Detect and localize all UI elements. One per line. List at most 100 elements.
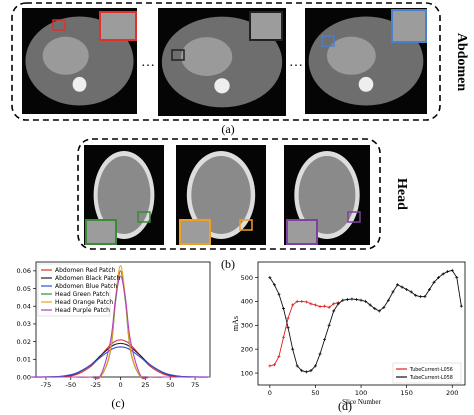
point-marker: [332, 309, 336, 313]
point-marker: [300, 299, 304, 303]
point-marker: [345, 297, 349, 301]
y-tick-label: 400: [241, 298, 253, 306]
point-marker: [455, 276, 459, 280]
panel-label: (b): [221, 257, 235, 271]
ct-brain: [191, 156, 251, 234]
point-marker: [304, 370, 308, 374]
legend-label: TubeCurrent-L058: [409, 375, 453, 381]
point-marker: [304, 300, 308, 304]
abdomen-box: [11, 2, 441, 121]
legend-box: [37, 263, 111, 317]
point-marker: [350, 297, 354, 301]
series-line: [31, 339, 211, 378]
roi-box: [52, 19, 66, 31]
x-tick-label: 150: [400, 389, 412, 397]
y-tick-label: 0.00: [17, 373, 31, 381]
zoom-patch: [286, 219, 318, 245]
x-tick-label: 50: [166, 381, 174, 389]
x-tick-label: 75: [191, 381, 199, 389]
point-marker: [332, 302, 336, 306]
y-tick-label: 0.04: [17, 303, 31, 311]
y-tick-label: 500: [241, 274, 253, 282]
point-marker: [272, 283, 276, 287]
y-tick-label: 200: [241, 345, 253, 353]
x-tick-label: -25: [90, 381, 101, 389]
point-marker: [409, 290, 413, 294]
roi-box: [137, 211, 151, 223]
legend-box: [392, 362, 462, 384]
zoom-patch: [391, 9, 427, 43]
ct-spine: [72, 76, 87, 92]
legend-label: Head Purple Patch: [55, 307, 110, 314]
point-marker: [336, 302, 340, 306]
point-marker: [405, 287, 409, 291]
y-tick-label: 100: [241, 369, 253, 377]
point-marker: [364, 299, 368, 303]
point-marker: [268, 364, 272, 368]
panel-label: (a): [221, 122, 234, 136]
roi-box: [321, 35, 335, 47]
point-marker: [459, 304, 463, 308]
point-marker: [359, 298, 363, 302]
side-label: Abdomen: [454, 33, 469, 92]
point-marker: [323, 304, 327, 308]
legend-label: Head Green Patch: [55, 291, 109, 298]
zoom-patch: [99, 11, 137, 41]
y-tick-label: 0.01: [17, 356, 31, 364]
ct-brain: [97, 156, 151, 234]
ellipsis: …: [141, 55, 155, 70]
point-marker: [368, 303, 372, 307]
x-tick-label: 100: [355, 389, 367, 397]
y-tick-label: 0.02: [17, 338, 31, 346]
ellipsis: …: [289, 55, 303, 70]
point-marker: [432, 280, 436, 284]
point-marker: [272, 363, 276, 367]
point-marker: [323, 338, 327, 342]
series-line: [31, 275, 210, 379]
y-axis-label: mAs: [231, 316, 240, 331]
point-marker: [277, 354, 281, 358]
point-marker: [373, 307, 377, 311]
x-tick-label: 0: [118, 381, 122, 389]
point-marker: [441, 272, 445, 276]
point-marker: [427, 287, 431, 291]
point-marker: [396, 283, 400, 287]
zoom-patch: [85, 219, 117, 245]
point-marker: [268, 276, 272, 280]
ct-image: [305, 8, 427, 114]
ct-image: [284, 145, 370, 245]
x-tick-label: 200: [446, 389, 458, 397]
ct-organ: [42, 36, 89, 75]
series-line: [31, 346, 211, 378]
panel-label: (c): [111, 396, 124, 410]
legend-label: Abdomen Black Patch: [55, 275, 120, 282]
point-marker: [286, 316, 290, 320]
roi-box: [171, 49, 185, 61]
point-marker: [418, 295, 422, 299]
point-marker: [327, 323, 331, 327]
ct-spine: [358, 76, 374, 92]
panel-label: (d): [338, 399, 352, 413]
point-marker: [327, 305, 331, 309]
side-label: Head: [394, 178, 409, 210]
point-marker: [386, 298, 390, 302]
point-marker: [446, 270, 450, 274]
ct-organ: [326, 36, 376, 75]
point-marker: [377, 309, 381, 313]
plot-frame: [257, 261, 466, 386]
point-marker: [277, 292, 281, 296]
y-tick-label: 0.05: [17, 285, 31, 293]
point-marker: [291, 347, 295, 351]
series-line: [269, 269, 462, 373]
point-marker: [282, 307, 286, 311]
x-tick-label: 0: [268, 389, 272, 397]
y-tick-label: 0.06: [17, 267, 31, 275]
point-marker: [400, 285, 404, 289]
point-marker: [354, 297, 358, 301]
ct-image: [84, 145, 164, 245]
zoom-patch: [179, 219, 211, 245]
point-marker: [309, 302, 313, 306]
ct-organ: [181, 37, 233, 77]
point-marker: [291, 303, 295, 307]
